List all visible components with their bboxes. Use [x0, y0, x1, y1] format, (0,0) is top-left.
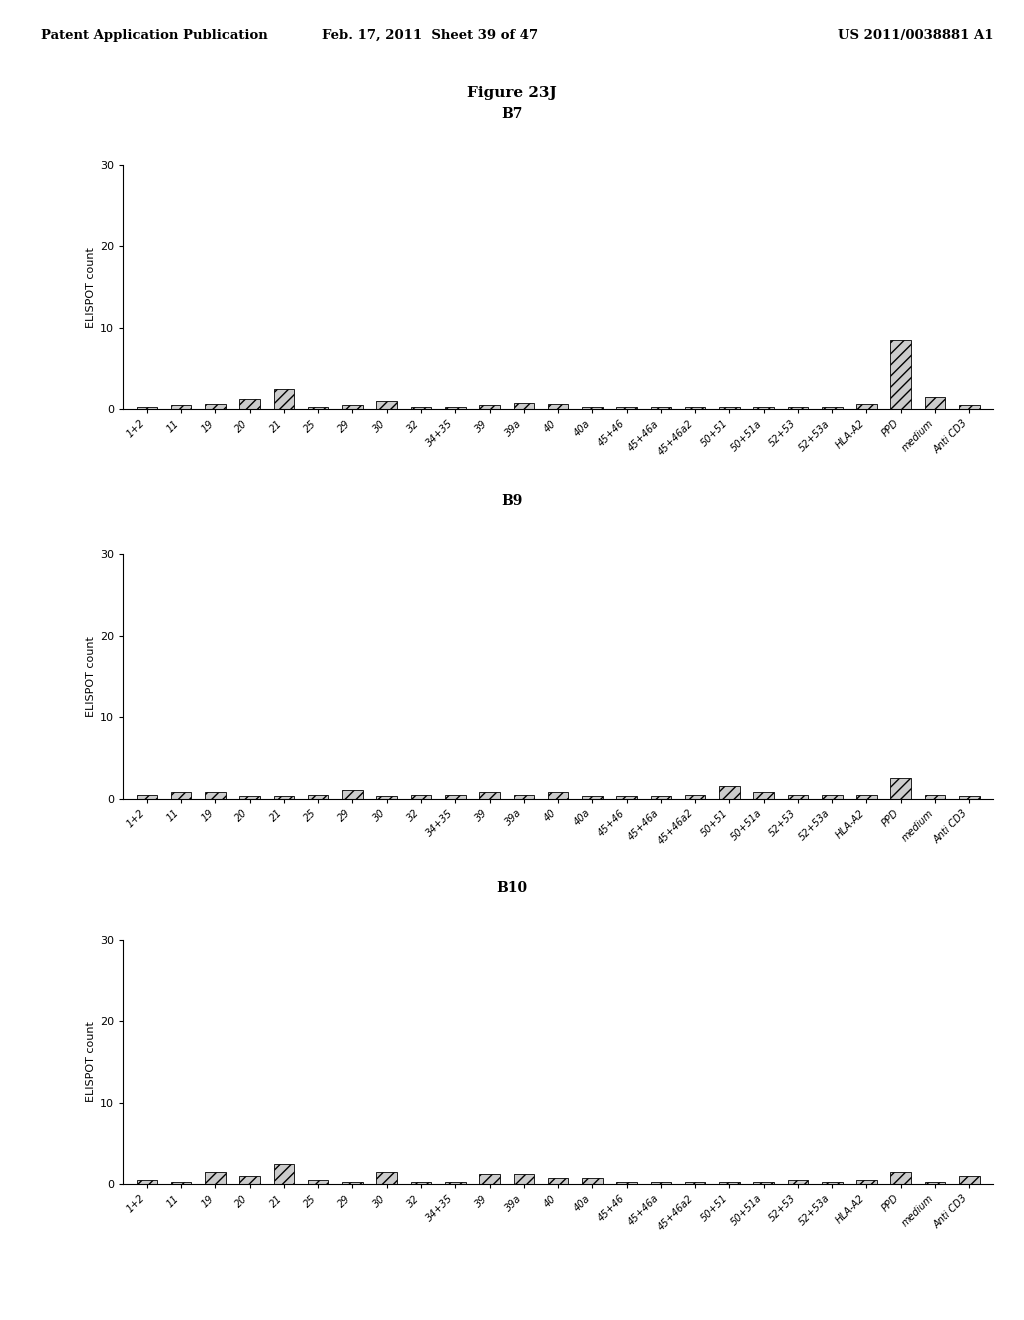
Bar [240, 400, 260, 409]
Bar [240, 796, 260, 799]
Bar [342, 791, 362, 799]
Bar [377, 796, 397, 799]
Bar [650, 1181, 671, 1184]
Bar [240, 1176, 260, 1184]
Text: Patent Application Publication: Patent Application Publication [41, 29, 267, 42]
Bar [925, 1181, 945, 1184]
Bar [754, 792, 774, 799]
Bar [650, 796, 671, 799]
Bar [445, 1181, 466, 1184]
Bar [822, 795, 843, 799]
Text: Figure 23J: Figure 23J [467, 86, 557, 100]
Bar [411, 795, 431, 799]
Bar [377, 401, 397, 409]
Bar [650, 407, 671, 409]
Bar [685, 795, 706, 799]
Bar [856, 795, 877, 799]
Bar [925, 795, 945, 799]
Bar [754, 1181, 774, 1184]
Text: US 2011/0038881 A1: US 2011/0038881 A1 [838, 29, 993, 42]
Bar [273, 1164, 294, 1184]
Bar [787, 1180, 808, 1184]
Bar [582, 1177, 603, 1184]
Bar [856, 404, 877, 409]
Bar [273, 796, 294, 799]
Bar [959, 1176, 980, 1184]
Y-axis label: ELISPOT count: ELISPOT count [86, 1022, 95, 1102]
Bar [548, 792, 568, 799]
Bar [616, 1181, 637, 1184]
Bar [171, 792, 191, 799]
Bar [685, 407, 706, 409]
Bar [171, 1181, 191, 1184]
Bar [582, 796, 603, 799]
Bar [548, 404, 568, 409]
Bar [959, 405, 980, 409]
Bar [754, 407, 774, 409]
Bar [616, 407, 637, 409]
Bar [342, 1181, 362, 1184]
Bar [411, 1181, 431, 1184]
Text: Feb. 17, 2011  Sheet 39 of 47: Feb. 17, 2011 Sheet 39 of 47 [322, 29, 539, 42]
Bar [719, 1181, 739, 1184]
Bar [891, 1172, 911, 1184]
Bar [513, 795, 535, 799]
Bar [411, 407, 431, 409]
Bar [513, 403, 535, 409]
Bar [171, 405, 191, 409]
Bar [925, 397, 945, 409]
Bar [787, 407, 808, 409]
Bar [891, 341, 911, 409]
Bar [719, 787, 739, 799]
Bar [308, 795, 329, 799]
Bar [205, 1172, 225, 1184]
Bar [513, 1175, 535, 1184]
Bar [822, 1181, 843, 1184]
Bar [479, 1175, 500, 1184]
Bar [548, 1177, 568, 1184]
Bar [822, 407, 843, 409]
Bar [308, 1180, 329, 1184]
Bar [891, 779, 911, 799]
Bar [342, 405, 362, 409]
Y-axis label: ELISPOT count: ELISPOT count [86, 247, 95, 327]
Bar [308, 407, 329, 409]
Bar [959, 796, 980, 799]
Bar [445, 407, 466, 409]
Bar [787, 795, 808, 799]
Text: B9: B9 [502, 494, 522, 508]
Bar [856, 1180, 877, 1184]
Bar [445, 795, 466, 799]
Bar [205, 792, 225, 799]
Bar [205, 404, 225, 409]
Text: B7: B7 [502, 107, 522, 121]
Bar [479, 792, 500, 799]
Y-axis label: ELISPOT count: ELISPOT count [86, 636, 95, 717]
Bar [136, 407, 157, 409]
Bar [582, 407, 603, 409]
Bar [479, 405, 500, 409]
Bar [616, 796, 637, 799]
Bar [136, 1180, 157, 1184]
Bar [685, 1181, 706, 1184]
Text: B10: B10 [497, 880, 527, 895]
Bar [377, 1172, 397, 1184]
Bar [719, 407, 739, 409]
Bar [136, 795, 157, 799]
Bar [273, 389, 294, 409]
